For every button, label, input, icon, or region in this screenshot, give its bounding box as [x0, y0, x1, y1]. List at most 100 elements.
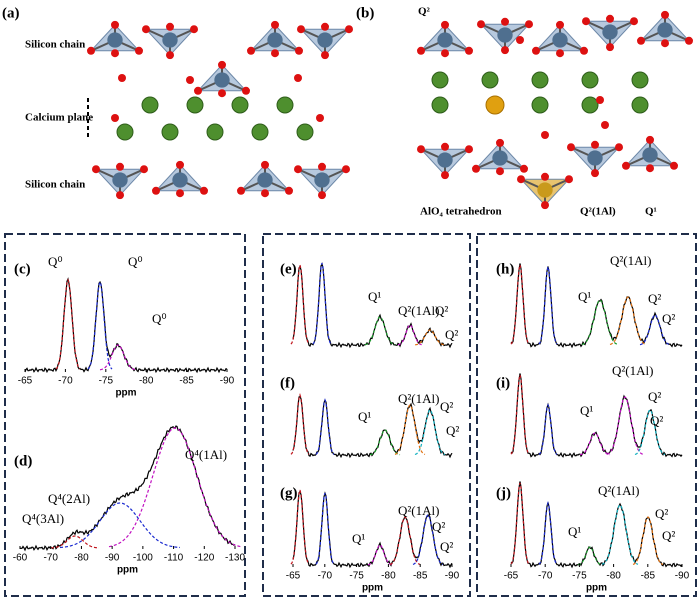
peak-annotation: Q⁰ — [48, 254, 63, 269]
fit-component — [577, 546, 603, 566]
oxygen — [517, 175, 525, 184]
fit-component — [639, 314, 671, 346]
oxygen — [318, 191, 326, 200]
peak-annotation: Q⁴(1Al) — [185, 447, 227, 462]
atom-center — [537, 182, 553, 198]
peak-annotation: Q² — [655, 506, 668, 521]
oxygen — [111, 49, 119, 58]
atom-center — [437, 32, 453, 48]
oxygen — [465, 145, 473, 154]
fit-component — [369, 429, 401, 456]
x-tick-label: -80 — [139, 376, 154, 387]
oxygen — [516, 36, 524, 44]
x-tick-label: -65 — [286, 571, 301, 582]
panel-label: (e) — [280, 261, 297, 277]
oxygen — [116, 191, 124, 200]
oxygen — [567, 143, 575, 152]
x-tick-label: -90 — [105, 553, 120, 564]
x-tick-label: -80 — [74, 553, 89, 564]
oxygen — [166, 22, 174, 31]
atom-center — [602, 24, 618, 40]
calcium — [631, 71, 649, 89]
oxygen — [261, 160, 269, 169]
panel-box — [4, 233, 246, 597]
oxygen — [111, 114, 119, 122]
oxygen — [591, 169, 599, 178]
fit-component — [510, 482, 530, 565]
calcium — [186, 96, 204, 114]
oxygen — [496, 138, 504, 147]
fit-component — [510, 374, 530, 455]
panel-box — [476, 233, 697, 597]
peak-annotation: Q⁴(3Al) — [22, 511, 64, 526]
peak-annotation: Q²(1Al) — [610, 253, 651, 268]
x-axis-label: ppm — [117, 565, 138, 576]
structure-label: AlO₄ tetrahedron — [420, 206, 502, 218]
fit-component — [290, 392, 310, 455]
fit-component — [606, 396, 644, 455]
peak-annotation: Q¹ — [578, 289, 591, 304]
oxygen — [285, 186, 293, 195]
atom-center — [257, 172, 273, 188]
calcium — [251, 123, 269, 141]
peak-annotation: Q²(1Al) — [398, 391, 439, 406]
x-tick-label: -85 — [413, 571, 428, 582]
peak-annotation: Q² — [650, 413, 663, 428]
oxygen — [321, 51, 329, 60]
oxygen — [556, 49, 564, 58]
peak-annotation: Q² — [445, 327, 458, 342]
fit-component — [538, 266, 558, 345]
oxygen — [556, 20, 564, 29]
peak-annotation: Q² — [440, 399, 453, 414]
peak-annotation: Q²(1Al) — [598, 483, 639, 498]
oxygen — [176, 189, 184, 198]
oxygen — [247, 46, 255, 55]
peak-annotation: Q¹ — [358, 409, 371, 424]
calcium — [531, 96, 549, 114]
x-tick-label: -80 — [606, 571, 621, 582]
peak-annotation: Q¹ — [368, 289, 381, 304]
oxygen — [118, 74, 126, 82]
calcium — [231, 96, 249, 114]
atom-center — [587, 150, 603, 166]
panel-box — [262, 233, 471, 597]
oxygen — [541, 201, 549, 210]
oxygen — [661, 39, 669, 48]
oxygen — [342, 165, 350, 174]
peak-annotation: Q²(1Al) — [398, 303, 439, 318]
oxygen — [472, 164, 480, 173]
oxygen — [441, 49, 449, 58]
oxygen — [271, 20, 279, 29]
fit-component — [538, 403, 558, 455]
spectrum — [19, 425, 236, 552]
oxygen — [417, 46, 425, 55]
fit-component — [632, 516, 664, 566]
x-tick-label: -90 — [445, 571, 460, 582]
fit-component — [510, 264, 530, 345]
peak-annotation: Q²(1Al) — [398, 503, 439, 518]
oxygen — [661, 10, 669, 19]
peak-annotation: Q⁴(2Al) — [48, 491, 90, 506]
x-tick-label: -70 — [538, 571, 553, 582]
oxygen — [532, 46, 540, 55]
peak-annotation: Q⁰ — [152, 311, 167, 326]
x-tick-label: -80 — [381, 571, 396, 582]
peak-annotation: Q⁰ — [128, 254, 143, 269]
fit-component — [99, 344, 137, 371]
peak-annotation: Q² — [432, 519, 445, 534]
panel-label: (d) — [14, 453, 32, 469]
oxygen — [501, 17, 509, 26]
oxygen — [242, 86, 250, 95]
fit-component — [414, 409, 446, 456]
oxygen — [580, 46, 588, 55]
calcium — [296, 123, 314, 141]
fit-component — [538, 500, 558, 565]
panel-label: (j) — [496, 485, 511, 501]
peak-annotation: Q² — [435, 303, 448, 318]
calcium — [431, 96, 449, 114]
oxygen — [200, 186, 208, 195]
oxygen — [116, 162, 124, 171]
oxygen — [318, 162, 326, 171]
x-tick-label: -90 — [220, 376, 235, 387]
